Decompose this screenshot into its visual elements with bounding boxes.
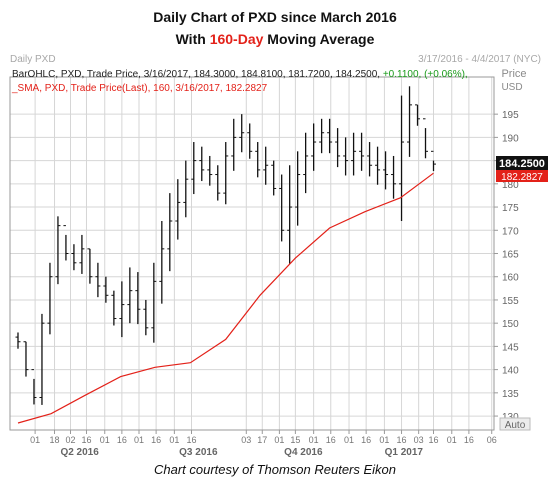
- x-tick-label: 16: [361, 435, 371, 445]
- ohlc-series: [15, 86, 436, 405]
- x-tick-label: 16: [464, 435, 474, 445]
- x-tick-label: 01: [309, 435, 319, 445]
- x-tick-label: 01: [169, 435, 179, 445]
- y-tick-label: 165: [502, 250, 519, 261]
- subtitle-suffix: Moving Average: [263, 31, 375, 47]
- x-tick-label: 01: [100, 435, 110, 445]
- y-tick-label: 150: [502, 319, 519, 330]
- axis-unit: USD: [501, 82, 522, 93]
- sma-legend: _SMA, PXD, Trade Price(Last), 160, 3/16/…: [11, 83, 268, 94]
- x-tick-label: 01: [447, 435, 457, 445]
- price-chart[interactable]: Daily PXD 3/17/2016 - 4/4/2017 (NYC) Pri…: [0, 50, 550, 458]
- chart-left-label: Daily PXD: [10, 54, 56, 65]
- x-tick-label: 06: [487, 435, 497, 445]
- auto-scale-button[interactable]: [499, 417, 531, 431]
- x-tick-label: 18: [50, 435, 60, 445]
- sma-price-tag: [496, 170, 548, 182]
- ohlc-change: +0.1100, (+0.06%),: [383, 69, 468, 80]
- date-range: 3/17/2016 - 4/4/2017 (NYC): [418, 54, 541, 65]
- sma-line: [17, 172, 434, 424]
- x-tick-label: 01: [379, 435, 389, 445]
- x-tick-label: 01: [134, 435, 144, 445]
- last-price-value: 184.2500: [499, 158, 545, 170]
- chart-title: Daily Chart of PXD since March 2016: [153, 9, 397, 25]
- y-tick-label: 145: [502, 342, 519, 353]
- y-tick-label: 135: [502, 389, 519, 400]
- sma-price-value: 182.2827: [501, 172, 543, 183]
- subtitle-prefix: With: [175, 31, 210, 47]
- x-tick-label: 17: [257, 435, 267, 445]
- period-label: Q3 2016: [179, 447, 218, 458]
- y-tick-label: 190: [502, 133, 519, 144]
- y-tick-label: 170: [502, 226, 519, 237]
- chart-caption: Chart courtesy of Thomson Reuters Eikon: [153, 462, 397, 477]
- x-tick-label: 03: [414, 435, 424, 445]
- x-tick-label: 16: [397, 435, 407, 445]
- x-axis: 01 18 02 16 01 16 01 16 01 16 03 17 01 15 01 16 01 16 01 16…: [30, 430, 497, 458]
- y-tick-label: 155: [502, 296, 519, 307]
- x-tick-label: 15: [290, 435, 300, 445]
- period-label: Q2 2016: [60, 447, 99, 458]
- last-price-tag: [496, 156, 548, 170]
- x-tick-label: 02: [65, 435, 75, 445]
- ohlc-legend-text: BarOHLC, PXD, Trade Price, 3/16/2017, 18…: [12, 69, 380, 80]
- auto-scale-label: Auto: [505, 420, 526, 431]
- x-tick-label: 16: [428, 435, 438, 445]
- grid-lines: [10, 77, 494, 430]
- x-tick-label: 16: [326, 435, 336, 445]
- x-tick-label: 16: [151, 435, 161, 445]
- x-tick-label: 03: [241, 435, 251, 445]
- y-tick-label: 160: [502, 273, 519, 284]
- y-tick-label: 140: [502, 366, 519, 377]
- x-tick-label: 01: [274, 435, 284, 445]
- x-tick-label: 01: [30, 435, 40, 445]
- y-tick-label: 195: [502, 110, 519, 121]
- ohlc-legend: BarOHLC, PXD, Trade Price, 3/16/2017, 18…: [12, 69, 468, 80]
- x-tick-label: 16: [117, 435, 127, 445]
- x-tick-label: 16: [81, 435, 91, 445]
- chart-subtitle: With 160-Day Moving Average: [0, 31, 550, 47]
- x-tick-label: 16: [186, 435, 196, 445]
- y-tick-label: 180: [502, 180, 519, 191]
- period-label: Q4 2016: [284, 447, 323, 458]
- y-tick-label: 175: [502, 203, 519, 214]
- x-tick-label: 01: [344, 435, 354, 445]
- axis-caption: Price: [501, 68, 526, 80]
- subtitle-highlight: 160-Day: [209, 31, 264, 47]
- period-label: Q1 2017: [385, 447, 424, 458]
